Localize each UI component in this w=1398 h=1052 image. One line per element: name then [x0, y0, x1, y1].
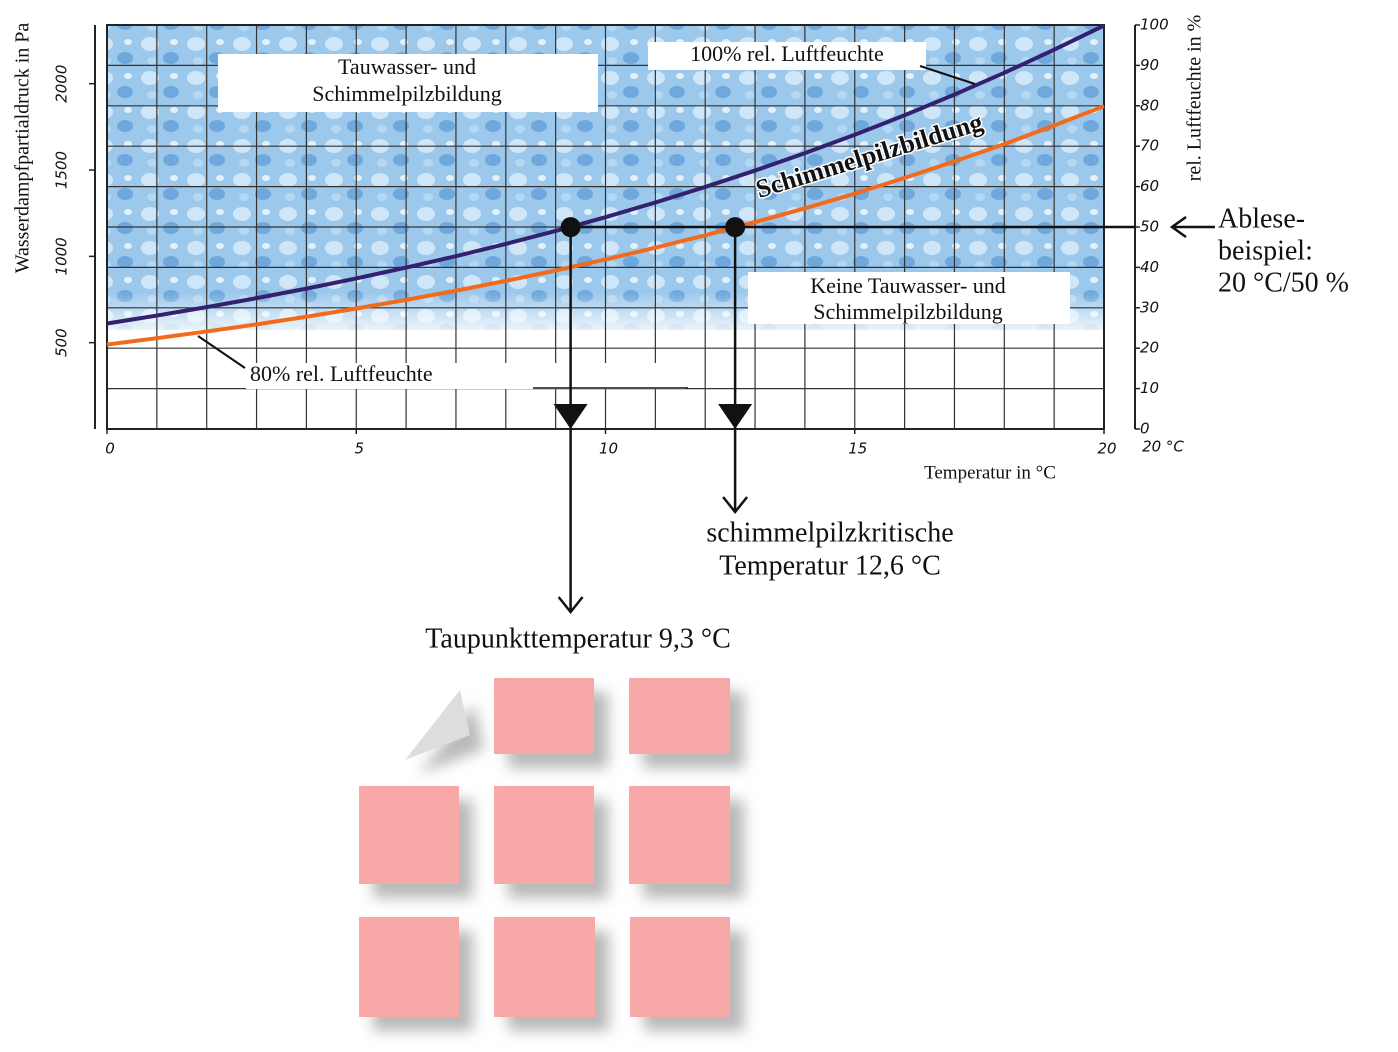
arrow-head	[722, 496, 749, 515]
series-line	[106, 104, 1105, 347]
legend-label: 100% rel. Luftfeuchte	[690, 41, 884, 66]
leader	[197, 335, 246, 369]
point-label: Temperatur 12,6 °C	[719, 550, 941, 581]
y2-axis-label: rel. Luftfeuchte in %	[1184, 15, 1206, 182]
x-end-label: 20 °C	[1142, 438, 1184, 456]
reading-point	[560, 217, 581, 238]
reading-label: 20 °C/50 %	[1218, 267, 1349, 298]
region-label: Schimmelpilzbildung	[813, 299, 1002, 324]
y2-tick-label: 20	[1140, 339, 1159, 357]
x-axis-label: Temperatur in °C	[924, 462, 1056, 483]
y2-tick-label: 30	[1140, 298, 1159, 316]
region-label: Tauwasser- und	[338, 54, 476, 79]
decoration	[359, 678, 730, 1017]
y2-tick-label: 60	[1140, 177, 1159, 195]
y2-tick-label: 10	[1140, 379, 1159, 397]
y2-tick-label: 50	[1140, 218, 1159, 236]
y-tick-label: 1000	[53, 237, 71, 275]
reading-point	[725, 217, 746, 238]
leader	[919, 65, 976, 85]
y2-tick-label: 90	[1140, 56, 1159, 74]
x-tick-label: 5	[354, 440, 364, 458]
reading-arrow	[1169, 215, 1215, 239]
point-label: Taupunkttemperatur 9,3 °C	[425, 623, 731, 654]
y2-tick-label: 40	[1140, 258, 1159, 276]
series-line	[106, 23, 1105, 326]
y-axis-label: Wasserdampfpartialdruck in Pa	[12, 23, 34, 274]
y2-tick-label: 80	[1140, 96, 1159, 114]
region-label: Schimmelpilzbildung	[312, 81, 501, 106]
y-tick-label: 1500	[53, 151, 71, 189]
reading-label: Ablese-	[1218, 203, 1305, 234]
y2-tick-label: 0	[1140, 420, 1150, 438]
label-box	[246, 363, 686, 389]
x-tick-label: 10	[599, 440, 618, 458]
legend-label: 80% rel. Luftfeuchte	[250, 361, 433, 386]
reading-label: beispiel:	[1218, 235, 1313, 266]
x-tick-label: 15	[848, 440, 867, 458]
label-box	[218, 54, 598, 112]
y-tick-label: 500	[53, 328, 71, 357]
label-box	[648, 42, 926, 70]
arrow-head	[718, 404, 753, 429]
arrow-head	[557, 596, 584, 615]
arrow-head	[553, 404, 588, 429]
x-tick-label: 20	[1097, 440, 1116, 458]
y-tick-label: 2000	[53, 65, 71, 103]
region-label: Keine Tauwasser- und	[810, 273, 1006, 298]
y2-tick-label: 100	[1140, 16, 1169, 34]
y2-tick-label: 70	[1140, 137, 1159, 155]
x-tick-label: 0	[105, 440, 115, 458]
point-label: schimmelpilzkritische	[706, 517, 953, 548]
label-box	[748, 272, 1070, 324]
